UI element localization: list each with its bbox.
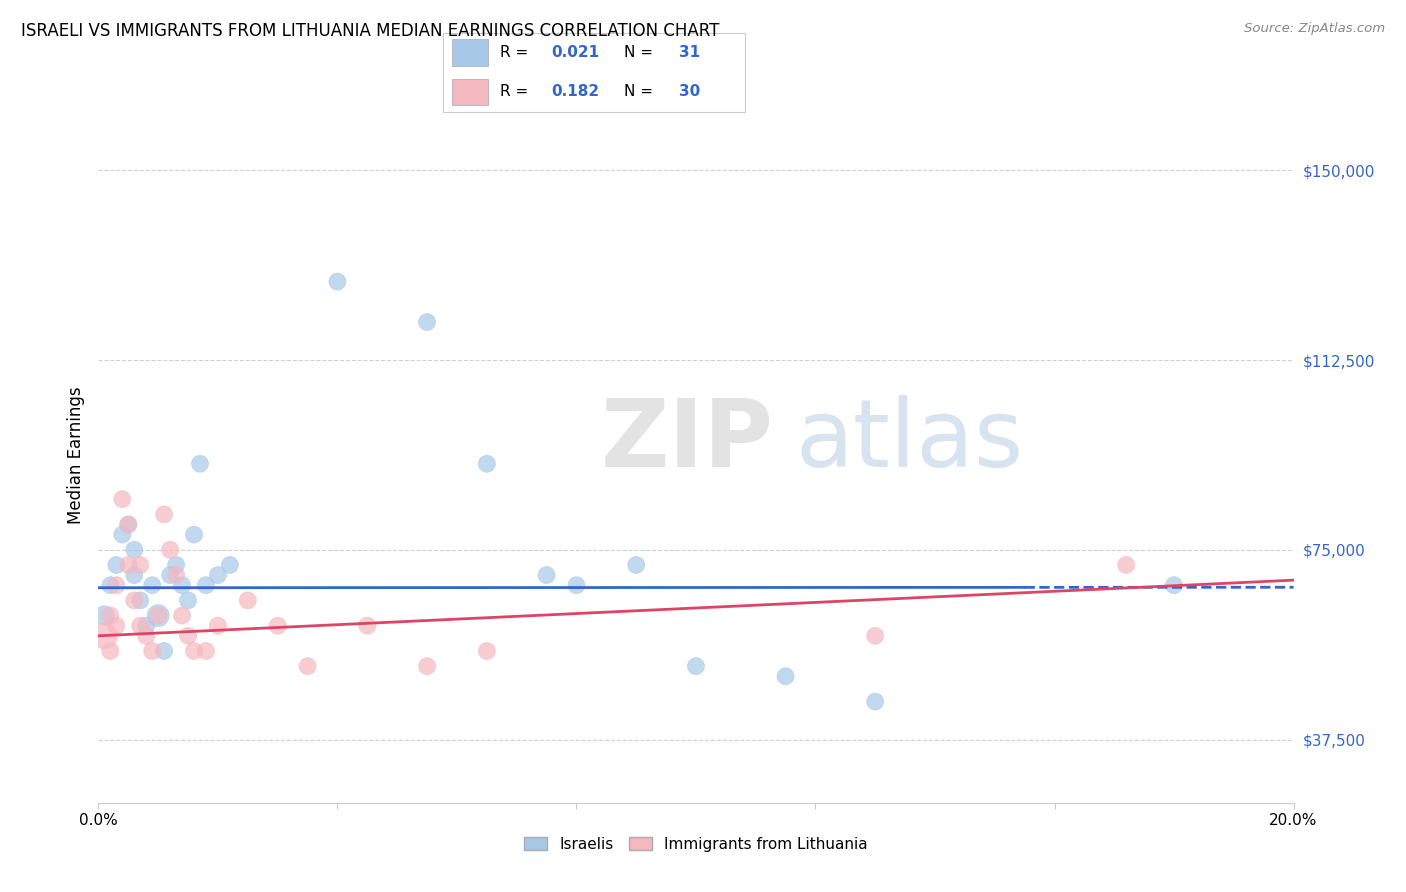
Point: [124, 593, 146, 607]
Text: 31: 31: [679, 45, 700, 60]
Point: [129, 618, 152, 632]
Point: [105, 558, 128, 572]
Point: [135, 618, 157, 632]
Point: [195, 578, 218, 592]
Point: [129, 558, 152, 572]
Point: [148, 608, 170, 623]
Text: ISRAELI VS IMMIGRANTS FROM LITHUANIA MEDIAN EARNINGS CORRELATION CHART: ISRAELI VS IMMIGRANTS FROM LITHUANIA MED…: [21, 22, 720, 40]
Point: [98, 578, 122, 592]
Text: 30: 30: [679, 85, 700, 99]
Point: [172, 608, 194, 623]
Point: [165, 558, 187, 572]
Point: [775, 669, 797, 683]
Point: [124, 568, 146, 582]
Point: [98, 644, 122, 658]
Text: 0.182: 0.182: [551, 85, 600, 99]
Point: [105, 578, 128, 592]
Bar: [451, 39, 488, 66]
Point: [207, 618, 229, 632]
Text: 0.021: 0.021: [551, 45, 600, 60]
Point: [207, 568, 229, 582]
Point: [177, 629, 200, 643]
Point: [129, 593, 152, 607]
Point: [111, 492, 134, 507]
Point: [153, 508, 176, 522]
Legend: Israelis, Immigrants from Lithuania: Israelis, Immigrants from Lithuania: [519, 830, 873, 858]
Y-axis label: Median Earnings: Median Earnings: [66, 386, 84, 524]
Point: [159, 542, 181, 557]
Point: [219, 558, 242, 572]
Text: Source: ZipAtlas.com: Source: ZipAtlas.com: [1244, 22, 1385, 36]
Point: [865, 629, 887, 643]
Point: [356, 618, 378, 632]
Point: [536, 568, 558, 582]
Point: [135, 629, 157, 643]
Point: [124, 542, 146, 557]
Text: atlas: atlas: [796, 395, 1024, 487]
Point: [195, 644, 218, 658]
Bar: [451, 78, 488, 105]
Point: [565, 578, 588, 592]
Point: [177, 593, 200, 607]
Point: [141, 644, 163, 658]
Point: [685, 659, 707, 673]
Point: [297, 659, 319, 673]
Text: R =: R =: [501, 45, 533, 60]
Point: [153, 644, 176, 658]
Point: [475, 457, 498, 471]
Point: [98, 608, 122, 623]
Point: [165, 568, 187, 582]
Point: [1115, 558, 1137, 572]
Text: N =: N =: [624, 45, 658, 60]
Point: [475, 644, 498, 658]
Point: [148, 608, 170, 623]
Point: [159, 568, 181, 582]
Point: [326, 275, 349, 289]
Point: [172, 578, 194, 592]
Point: [117, 558, 139, 572]
Point: [188, 457, 211, 471]
Point: [416, 659, 439, 673]
Point: [626, 558, 648, 572]
Point: [117, 517, 139, 532]
Text: R =: R =: [501, 85, 533, 99]
Point: [93, 608, 115, 623]
Point: [105, 618, 128, 632]
Point: [236, 593, 259, 607]
Point: [111, 527, 134, 541]
Text: ZIP: ZIP: [600, 395, 773, 487]
Point: [141, 578, 163, 592]
Point: [117, 517, 139, 532]
Point: [93, 629, 115, 643]
Point: [865, 695, 887, 709]
Point: [1163, 578, 1185, 592]
Point: [183, 527, 205, 541]
Point: [183, 644, 205, 658]
Point: [267, 618, 290, 632]
Text: N =: N =: [624, 85, 658, 99]
Point: [416, 315, 439, 329]
